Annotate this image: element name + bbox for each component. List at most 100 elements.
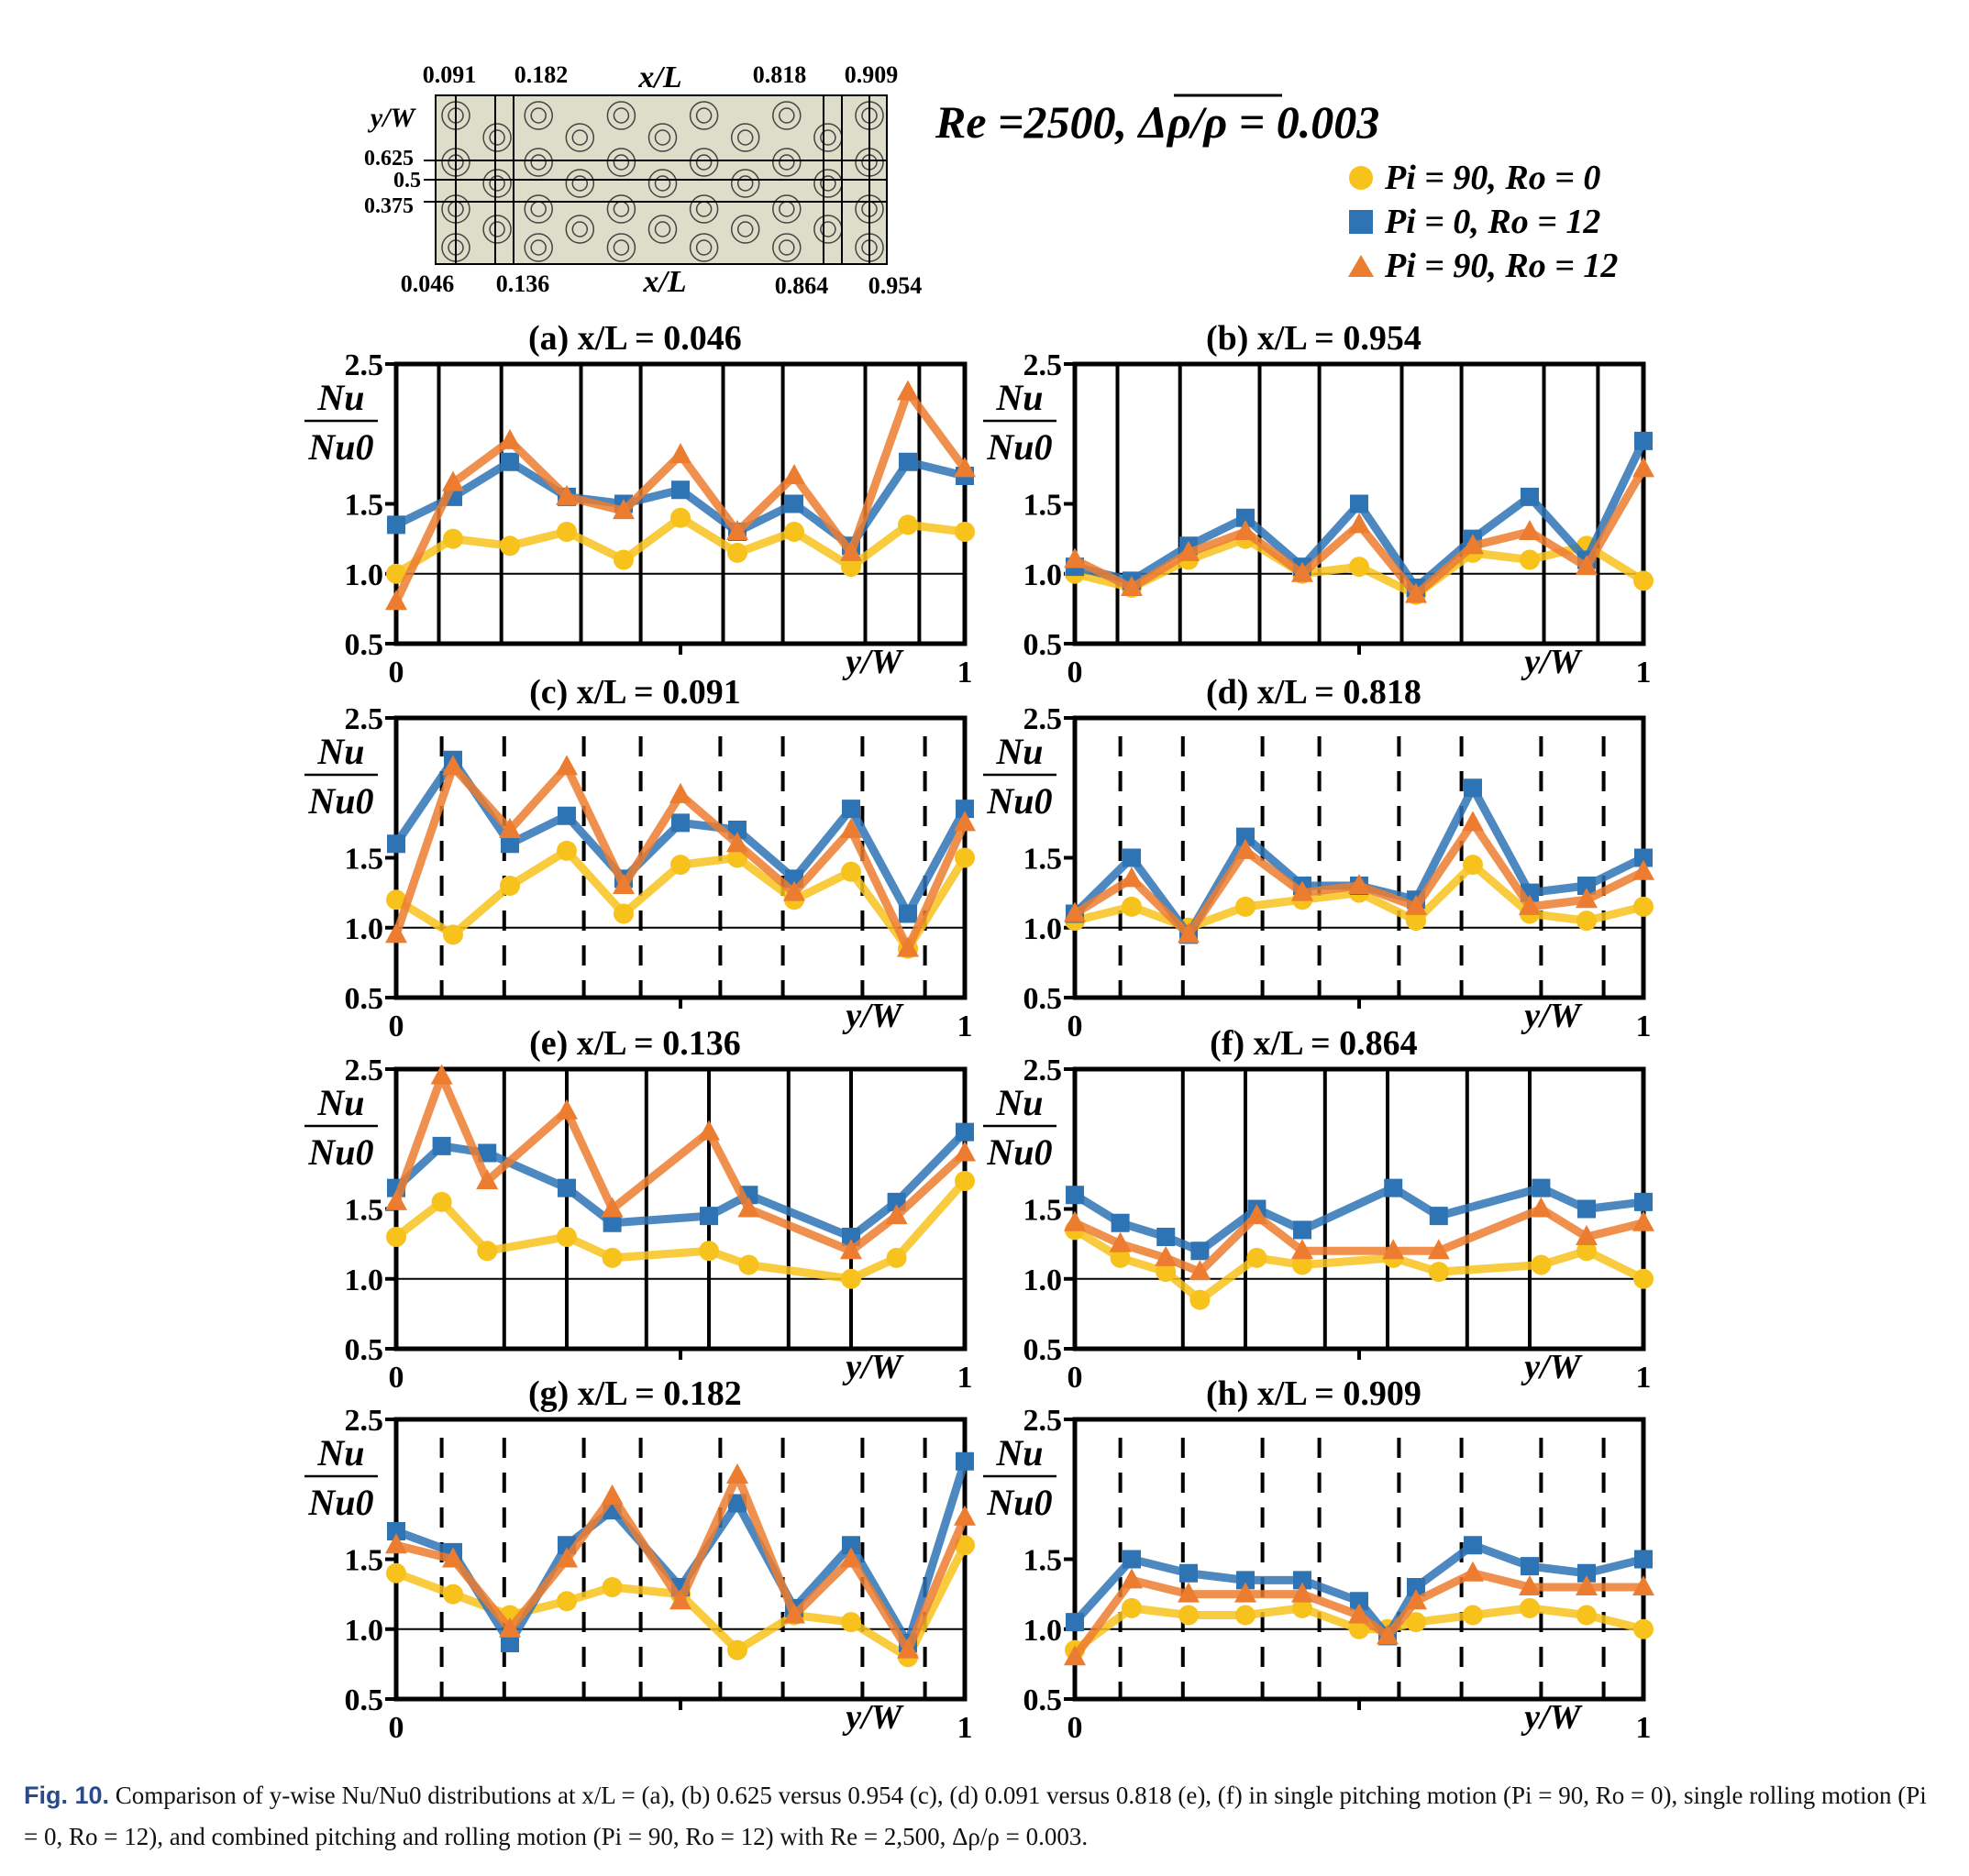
- data-point: [841, 1268, 861, 1289]
- x-tick-label: 0: [389, 656, 404, 690]
- dimple-ring-icon: [695, 239, 713, 256]
- data-point: [841, 1612, 861, 1633]
- data-point: [1179, 1563, 1198, 1583]
- data-point: [899, 904, 917, 923]
- data-point: [1632, 859, 1654, 880]
- data-point: [1634, 1550, 1653, 1569]
- data-point: [1519, 1575, 1541, 1595]
- data-point: [385, 922, 407, 944]
- y-tick-label: 2.5: [345, 348, 384, 382]
- y-tick-label: 2.5: [345, 1054, 384, 1087]
- data-point: [1463, 1605, 1483, 1626]
- data-point: [1236, 508, 1255, 527]
- dimple-ring-icon: [482, 169, 512, 198]
- figure-canvas: 0.091 0.182 0.818 0.909 x/L 0.046 0.136 …: [304, 61, 1654, 1742]
- data-point: [1576, 1225, 1598, 1245]
- dimple-ring-icon: [613, 154, 630, 171]
- legend: Pi = 90, Ro = 0 Pi = 0, Ro = 12 Pi = 90,…: [1348, 159, 1618, 285]
- dimple-ring-icon: [606, 194, 636, 224]
- data-point: [1634, 848, 1653, 867]
- data-point: [671, 813, 690, 833]
- data-point: [1121, 576, 1143, 596]
- dimple-ring-icon: [820, 221, 836, 237]
- y-tick-label: 1.5: [345, 843, 384, 877]
- data-point: [783, 880, 805, 901]
- data-point: [885, 1204, 908, 1225]
- data-point: [1121, 1568, 1143, 1589]
- data-point: [556, 755, 578, 776]
- data-point: [1531, 1254, 1552, 1275]
- series-line: [1071, 1569, 1643, 1660]
- data-point: [700, 1207, 718, 1226]
- data-point: [478, 1143, 497, 1163]
- data-point: [1405, 894, 1427, 915]
- data-point: [385, 590, 407, 611]
- data-point: [1064, 547, 1086, 568]
- x-tick-label: 1: [1636, 1361, 1652, 1395]
- dimple-ring-icon: [647, 215, 678, 244]
- data-point: [387, 1522, 405, 1540]
- y-tick-label: 1.5: [1023, 843, 1063, 877]
- y-tick-label: 0.5: [345, 1333, 384, 1367]
- data-point: [430, 1064, 453, 1085]
- x-tick-label: 1: [957, 1361, 973, 1395]
- data-series: [385, 1463, 976, 1659]
- data-point: [1292, 1254, 1312, 1275]
- data-point: [699, 1241, 719, 1262]
- data-point: [386, 563, 406, 584]
- data-point: [1633, 1268, 1654, 1289]
- data-point: [955, 1171, 975, 1191]
- y-tick-label: 1.0: [1023, 1614, 1063, 1648]
- x-tick-label: 0: [389, 1361, 404, 1395]
- channel-schematic: 0.091 0.182 0.818 0.909 x/L 0.046 0.136 …: [364, 61, 922, 299]
- y-label-denominator: Nu0: [986, 780, 1052, 822]
- data-point: [1577, 1199, 1596, 1219]
- data-point: [1349, 1618, 1369, 1639]
- figure-label: Fig. 10.: [24, 1782, 110, 1809]
- data-point: [1156, 1228, 1176, 1246]
- x-tick-label: 0: [389, 1010, 404, 1043]
- data-point: [728, 1494, 747, 1513]
- dimple-ring-icon: [489, 175, 505, 192]
- y-tick-label: 1.5: [345, 489, 384, 523]
- data-point: [613, 874, 635, 894]
- data-series: [385, 755, 976, 957]
- panel-title: (f) x/L = 0.864: [1210, 1024, 1417, 1063]
- dimple-ring-icon: [779, 239, 795, 256]
- data-point: [500, 876, 520, 896]
- x-tick-label: 1: [957, 656, 973, 690]
- data-point: [670, 507, 691, 528]
- data-point: [1462, 811, 1484, 832]
- data-point: [1464, 778, 1482, 798]
- y-axis-label: Nu Nu0: [983, 731, 1056, 822]
- schematic-top-tick: 0.818: [753, 61, 807, 88]
- dimple-ring-icon: [524, 101, 553, 130]
- data-point: [558, 1178, 576, 1197]
- series-line: [393, 1129, 968, 1241]
- data-point: [1521, 1557, 1539, 1576]
- x-axis-label: y/W: [1521, 1698, 1583, 1737]
- y-tick-label: 0.5: [345, 1683, 384, 1717]
- data-point: [386, 1227, 406, 1247]
- y-label-numerator: Nu: [995, 731, 1043, 772]
- data-point: [727, 542, 747, 563]
- data-point: [727, 1639, 747, 1661]
- data-point: [1462, 534, 1484, 555]
- data-point: [1429, 1207, 1448, 1226]
- data-point: [1377, 1624, 1399, 1645]
- dimple-ring-icon: [606, 233, 636, 262]
- x-tick-label: 0: [1067, 1711, 1083, 1742]
- data-point: [1291, 561, 1313, 582]
- data-point: [1123, 848, 1141, 867]
- data-point: [1235, 896, 1256, 917]
- data-point: [669, 443, 691, 464]
- dimple-ring-icon: [571, 175, 589, 192]
- data-point: [1064, 1210, 1086, 1231]
- data-point: [1406, 910, 1426, 932]
- data-point: [842, 1536, 860, 1555]
- data-point: [956, 1451, 974, 1471]
- y-label-numerator: Nu: [316, 377, 364, 418]
- data-point: [1348, 1603, 1370, 1624]
- dimple-ring-icon: [689, 148, 719, 177]
- x-axis-label: y/W: [842, 1698, 904, 1737]
